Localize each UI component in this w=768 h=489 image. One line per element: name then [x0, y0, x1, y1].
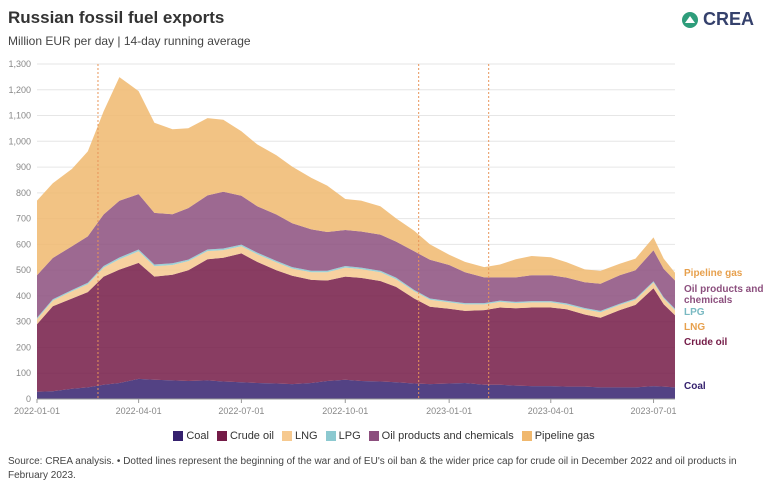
area-pipeline-gas [37, 77, 675, 284]
y-tick-label: 500 [16, 265, 31, 275]
x-tick-label: 2022-07-01 [218, 406, 264, 415]
legend-item-coal[interactable]: Coal [173, 430, 209, 442]
y-tick-label: 0 [26, 394, 31, 404]
legend-item-crude-oil[interactable]: Crude oil [216, 430, 274, 442]
y-tick-label: 700 [16, 214, 31, 224]
legend-swatch-lpg [325, 431, 336, 441]
legend-swatch-oil-products [368, 431, 379, 441]
legend-label-pipeline-gas: Pipeline gas [534, 430, 595, 442]
x-tick-label: 2022-04-01 [116, 406, 162, 415]
y-tick-label: 100 [16, 368, 31, 378]
legend-label-lpg: LPG [338, 430, 361, 442]
legend-label-crude-oil: Crude oil [229, 430, 274, 442]
legend-item-oil-products[interactable]: Oil products and chemicals [368, 430, 514, 442]
legend-swatch-crude-oil [216, 431, 227, 441]
legend-item-lpg[interactable]: LPG [325, 430, 361, 442]
area-lng [37, 246, 675, 325]
area-oil-products-and-chemicals [37, 191, 675, 318]
y-tick-label: 900 [16, 162, 31, 172]
chart-subtitle: Million EUR per day | 14-day running ave… [8, 34, 251, 48]
x-tick-label: 2022-10-01 [322, 406, 368, 415]
y-tick-label: 400 [16, 291, 31, 301]
crea-logo-icon [681, 11, 698, 28]
end-label-oil-products-and-chemicals: Oil products and chemicals [684, 284, 763, 306]
end-label-pipeline-gas: Pipeline gas [684, 268, 743, 279]
end-label-crude-oil: Crude oil [684, 337, 728, 348]
end-label-lng: LNG [684, 322, 705, 333]
crea-logo-text: CREA [702, 9, 754, 29]
chart-legend: Coal Crude oil LNG LPG Oil products and … [0, 430, 768, 442]
chart-title: Russian fossil fuel exports [8, 8, 225, 27]
crea-logo[interactable]: CREA [681, 9, 754, 30]
legend-label-lng: LNG [295, 430, 318, 442]
x-tick-label: 2023-04-01 [528, 406, 574, 415]
x-tick-label: 2022-01-01 [14, 406, 60, 415]
legend-label-oil-products: Oil products and chemicals [381, 430, 514, 442]
legend-item-lng[interactable]: LNG [282, 430, 318, 442]
x-tick-label: 2023-01-01 [426, 406, 472, 415]
legend-swatch-lng [282, 431, 292, 441]
y-tick-label: 800 [16, 188, 31, 198]
y-tick-label: 300 [16, 317, 31, 327]
area-coal [37, 378, 675, 399]
legend-swatch-pipeline-gas [521, 431, 532, 441]
legend-label-coal: Coal [186, 430, 209, 442]
end-label-coal: Coal [684, 381, 706, 392]
y-tick-label: 1,300 [8, 59, 31, 69]
y-tick-label: 200 [16, 342, 31, 352]
legend-swatch-coal [173, 431, 184, 441]
end-label-lpg: LPG [684, 307, 705, 318]
area-crude-oil [37, 253, 675, 392]
y-tick-label: 1,000 [8, 136, 31, 146]
source-note: Source: CREA analysis. • Dotted lines re… [8, 456, 737, 481]
y-tick-label: 1,100 [8, 111, 31, 121]
y-tick-label: 1,200 [8, 85, 31, 95]
x-tick-label: 2023-07-01 [631, 406, 677, 415]
stacked-area-chart: 0 100 200 300 400 500 600 700 800 900 1,000 1,100 1,… [8, 59, 763, 415]
legend-item-pipeline-gas[interactable]: Pipeline gas [521, 430, 595, 442]
y-tick-label: 600 [16, 239, 31, 249]
